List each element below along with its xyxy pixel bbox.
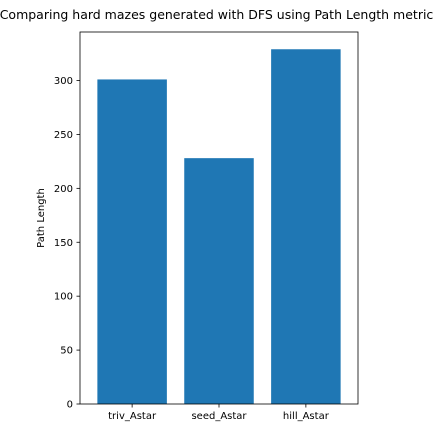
bars-group bbox=[97, 49, 341, 405]
plot-frame bbox=[79, 31, 359, 405]
bar-hill_Astar bbox=[271, 49, 341, 405]
chart-title: Comparing hard mazes generated with DFS … bbox=[0, 7, 433, 22]
y-axis: 0 50 100 150 200 250 300 bbox=[54, 76, 80, 411]
y-tick-label: 300 bbox=[54, 76, 73, 87]
y-tick-label: 100 bbox=[54, 292, 73, 303]
x-axis: triv_Astar seed_Astar hill_Astar bbox=[108, 404, 330, 422]
y-tick-label: 250 bbox=[54, 130, 73, 141]
bar-triv_Astar bbox=[97, 79, 167, 404]
y-tick-label: 200 bbox=[54, 184, 73, 195]
y-axis-label: Path Length bbox=[36, 188, 47, 248]
y-tick-label: 50 bbox=[60, 346, 73, 357]
x-tick-label: hill_Astar bbox=[283, 411, 330, 422]
x-tick-label: triv_Astar bbox=[108, 411, 157, 422]
x-tick-label: seed_Astar bbox=[191, 411, 247, 422]
y-tick-label: 150 bbox=[54, 238, 73, 249]
bar-seed_Astar bbox=[184, 158, 254, 404]
y-tick-label: 0 bbox=[67, 400, 73, 411]
